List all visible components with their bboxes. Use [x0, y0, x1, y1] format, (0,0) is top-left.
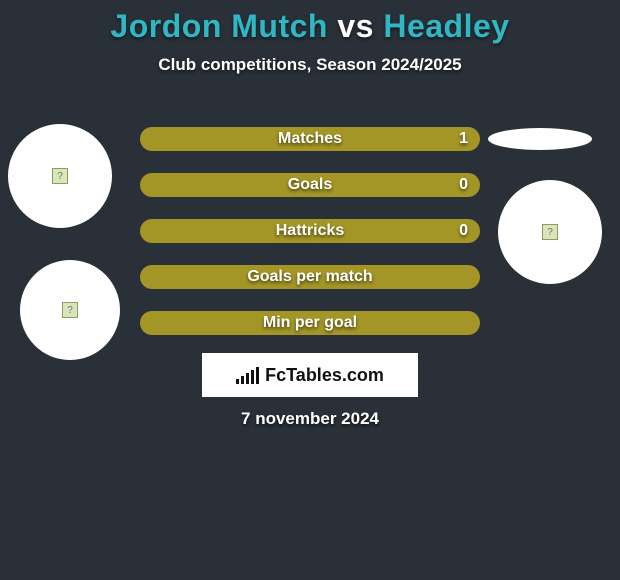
- stat-value-left: 0: [459, 222, 468, 240]
- stat-label: Matches: [140, 130, 480, 148]
- player1-club: ?: [20, 260, 120, 360]
- vs-separator: vs: [337, 8, 374, 44]
- stat-row: Hattricks0: [140, 219, 480, 243]
- stat-row: Min per goal: [140, 311, 480, 335]
- stat-label: Goals: [140, 176, 480, 194]
- player2-head: [488, 128, 592, 150]
- image-placeholder-icon: ?: [52, 168, 68, 184]
- stat-row: Goals0: [140, 173, 480, 197]
- stat-row: Goals per match: [140, 265, 480, 289]
- stat-row: Matches1: [140, 127, 480, 151]
- stat-value-left: 1: [459, 130, 468, 148]
- brand-bars-icon: [236, 366, 259, 384]
- stat-label: Hattricks: [140, 222, 480, 240]
- player1-name: Jordon Mutch: [110, 8, 328, 44]
- player1-head: ?: [8, 124, 112, 228]
- date-line: 7 november 2024: [0, 409, 620, 429]
- stat-label: Goals per match: [140, 268, 480, 286]
- stat-label: Min per goal: [140, 314, 480, 332]
- image-placeholder-icon: ?: [62, 302, 78, 318]
- subtitle: Club competitions, Season 2024/2025: [0, 55, 620, 75]
- brand-box: FcTables.com: [202, 353, 418, 397]
- image-placeholder-icon: ?: [542, 224, 558, 240]
- comparison-title: Jordon Mutch vs Headley: [0, 0, 620, 45]
- stat-value-left: 0: [459, 176, 468, 194]
- player2-club: ?: [498, 180, 602, 284]
- brand-text: FcTables.com: [265, 365, 384, 386]
- stat-bars-container: Matches1Goals0Hattricks0Goals per matchM…: [140, 127, 480, 357]
- player2-name: Headley: [383, 8, 509, 44]
